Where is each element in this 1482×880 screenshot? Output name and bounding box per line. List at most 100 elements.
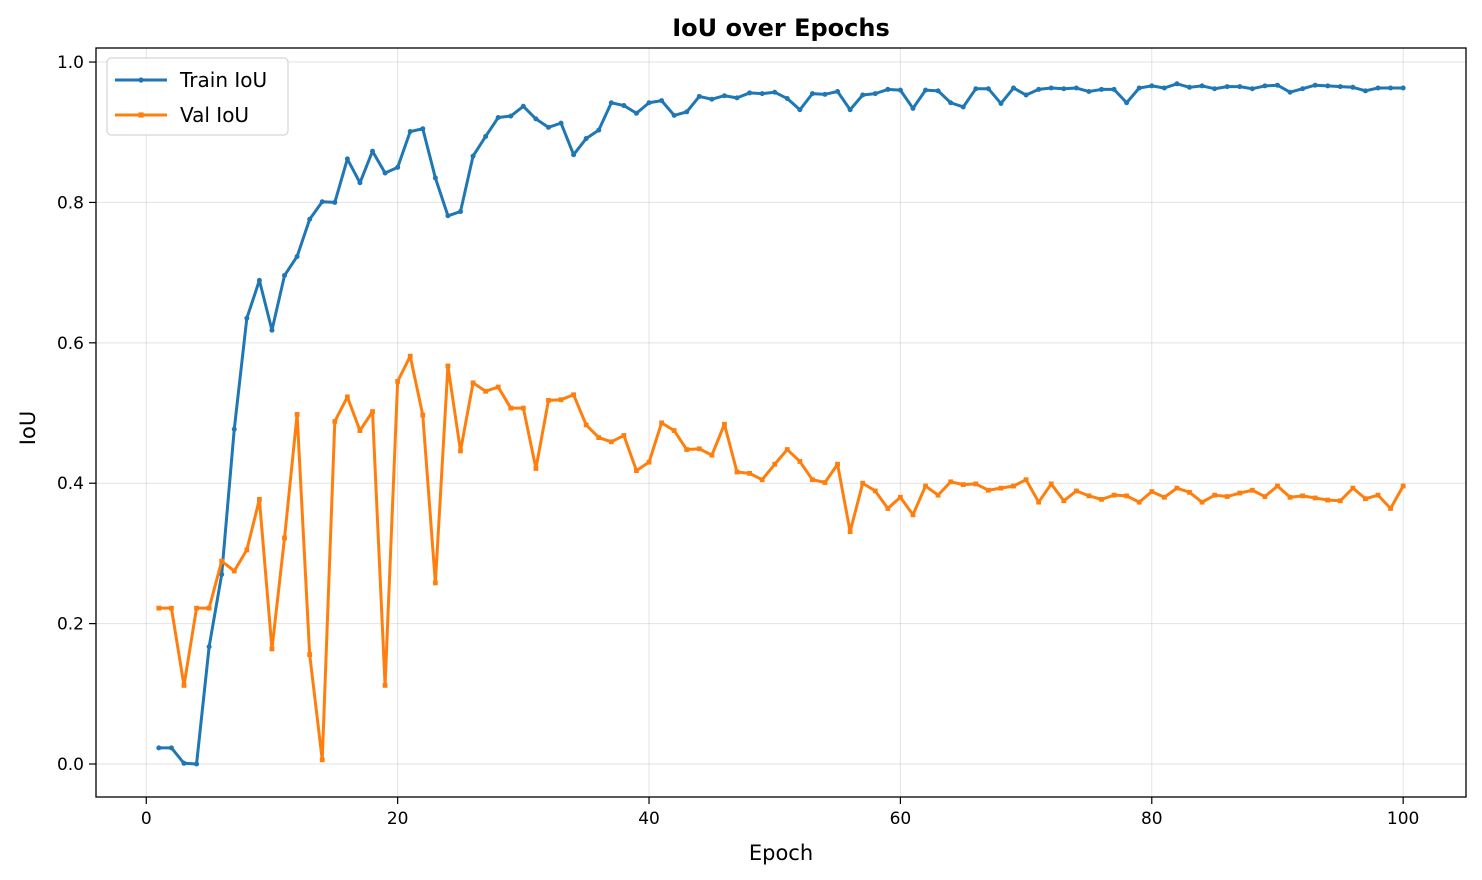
data-point-train-iou [256,277,262,283]
data-point-val-iou [169,605,174,611]
data-point-val-iou [1149,489,1155,495]
data-point-val-iou [1312,495,1318,501]
series-line-val-iou [157,354,1405,762]
data-point-val-iou [1061,498,1067,504]
x-tick-label: 100 [1387,809,1419,829]
data-point-train-iou [684,109,690,115]
data-point-val-iou [709,452,715,458]
data-point-train-iou [646,100,652,106]
data-point-train-iou [1249,86,1255,92]
data-point-val-iou [558,397,564,403]
data-point-train-iou [633,110,639,116]
data-point-val-iou [508,405,514,411]
data-point-val-iou [294,412,300,417]
ticks: 0 20 40 60 80 100 0.0 0.2 0.4 0.6 0.8 1.0 [57,53,1419,829]
data-point-val-iou [583,422,589,428]
data-point-train-iou [1124,100,1130,106]
data-point-val-iou [483,388,489,394]
data-point-train-iou [407,129,413,135]
data-point-val-iou [960,482,966,488]
data-point-train-iou [973,86,979,92]
data-point-val-iou [219,558,225,564]
data-point-val-iou [1099,496,1104,502]
data-point-train-iou [1174,81,1180,87]
data-point-val-iou [910,512,916,518]
data-point-val-iou [420,412,426,418]
data-point-train-iou [621,103,627,109]
data-point-val-iou [533,466,539,471]
data-point-train-iou [1375,85,1381,91]
data-point-train-iou [395,164,401,170]
data-point-val-iou [973,481,979,487]
x-tick-label: 0 [141,809,152,829]
data-point-val-iou [1388,506,1393,511]
data-point-val-iou [696,446,702,452]
chart-title: IoU over Epochs [672,14,890,42]
data-point-train-iou [784,96,790,102]
data-point-val-iou [1224,494,1230,499]
y-tick-label: 0.8 [57,193,84,213]
data-point-train-iou [319,199,325,205]
data-point-train-iou [998,100,1004,106]
data-point-val-iou [282,535,287,541]
data-point-val-iou [722,421,727,427]
data-point-train-iou [671,112,677,118]
data-point-val-iou [948,479,954,485]
data-point-val-iou [407,353,413,359]
series-layer [156,81,1406,767]
data-point-val-iou [923,483,928,489]
data-point-val-iou [571,392,577,398]
data-point-train-iou [294,253,300,259]
data-point-val-iou [156,605,162,611]
data-point-val-iou [1174,485,1180,491]
data-point-train-iou [1362,88,1368,94]
data-point-train-iou [520,103,526,109]
data-point-val-iou [206,605,212,611]
data-point-train-iou [495,114,501,120]
data-point-train-iou [872,91,878,97]
data-point-val-iou [319,757,325,763]
legend-label-train-iou: Train IoU [179,68,267,92]
data-point-train-iou [772,89,778,95]
data-point-val-iou [797,459,803,464]
data-point-train-iou [206,644,212,650]
data-point-val-iou [784,447,790,452]
data-point-train-iou [860,92,866,98]
data-point-val-iou [822,480,828,485]
data-point-val-iou [382,682,388,688]
data-point-train-iou [571,152,577,158]
data-point-val-iou [759,477,765,483]
data-point-val-iou [269,646,275,652]
data-point-train-iou [156,745,162,751]
data-point-train-iou [985,86,991,92]
data-point-val-iou [847,529,853,535]
data-point-val-iou [1111,492,1117,498]
data-point-train-iou [608,100,614,106]
data-point-train-iou [231,426,237,432]
data-point-val-iou [1086,493,1092,499]
data-point-train-iou [1036,86,1042,92]
data-point-val-iou [684,447,690,452]
data-point-train-iou [508,113,514,119]
data-point-val-iou [1187,489,1192,495]
data-point-train-iou [1274,82,1280,88]
data-point-val-iou [1136,499,1142,505]
data-point-val-iou [935,492,941,498]
data-point-train-iou [533,116,539,122]
data-point-val-iou [370,409,375,415]
x-tick-label: 20 [387,809,409,829]
x-tick-label: 40 [638,809,660,829]
data-point-val-iou [671,428,677,433]
data-point-val-iou [1237,490,1243,496]
data-point-train-iou [332,199,338,205]
data-point-train-iou [596,127,602,133]
data-point-val-iou [332,419,338,424]
x-tick-label: 80 [1141,809,1163,829]
data-point-val-iou [256,496,262,502]
y-axis-label: IoU [16,411,40,445]
data-point-train-iou [910,105,916,111]
data-point-train-iou [1262,83,1268,89]
data-point-train-iou [432,175,438,181]
data-point-train-iou [1300,86,1306,92]
data-point-train-iou [558,120,564,126]
